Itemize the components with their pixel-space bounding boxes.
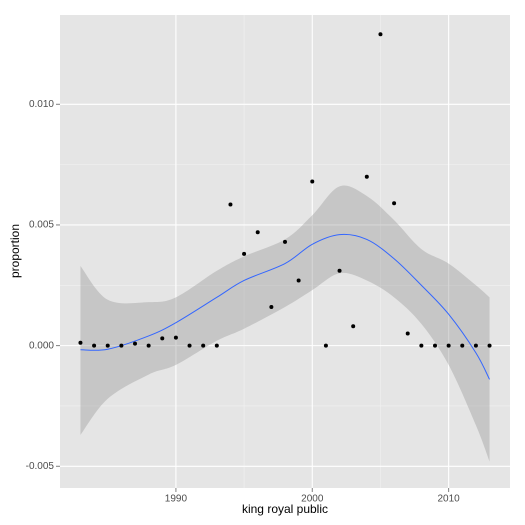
y-tick-label: -0.005	[26, 461, 55, 472]
point	[133, 341, 137, 346]
point	[364, 174, 369, 179]
point	[310, 179, 315, 184]
point	[146, 343, 151, 348]
point	[419, 343, 424, 348]
point	[214, 343, 219, 348]
point	[119, 343, 124, 348]
point	[105, 343, 110, 348]
point	[446, 343, 451, 348]
point	[323, 343, 328, 348]
point	[283, 239, 287, 244]
y-tick-label: 0.010	[29, 99, 54, 110]
confidence-band	[80, 185, 490, 462]
point	[460, 343, 465, 348]
x-tick-label: 2010	[438, 494, 461, 505]
point	[296, 278, 301, 283]
point	[92, 343, 97, 348]
point	[228, 202, 233, 207]
point	[405, 331, 410, 336]
point	[433, 343, 437, 348]
point	[160, 336, 165, 341]
x-tick-label: 1990	[165, 494, 188, 505]
point	[269, 305, 274, 310]
x-tick-label: 2000	[301, 494, 324, 505]
smooth-line	[80, 233, 490, 380]
point	[337, 268, 342, 273]
plot-background	[60, 15, 510, 488]
point	[201, 343, 206, 348]
point	[487, 343, 492, 348]
point	[392, 201, 397, 206]
point	[473, 343, 478, 348]
point	[255, 230, 260, 235]
y-tick-label: 0.000	[29, 340, 54, 351]
x-axis-title: king royal public	[242, 502, 328, 516]
point	[173, 335, 178, 340]
y-tick-label: 0.005	[29, 220, 54, 231]
y-axis-title: proportion	[8, 224, 22, 278]
point	[187, 343, 192, 348]
point	[242, 251, 247, 256]
point	[351, 324, 356, 329]
point	[78, 340, 83, 345]
point	[378, 32, 383, 37]
